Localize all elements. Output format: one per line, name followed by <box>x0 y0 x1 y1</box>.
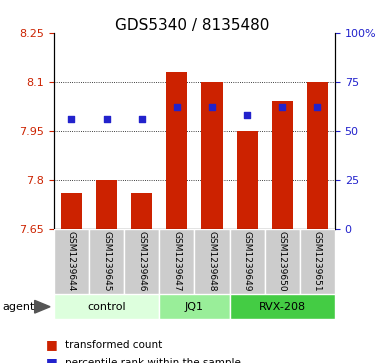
Bar <box>201 82 223 229</box>
Bar <box>307 82 328 229</box>
Bar <box>264 229 300 294</box>
Bar <box>166 72 187 229</box>
Bar <box>229 294 335 319</box>
Text: agent: agent <box>2 302 34 312</box>
Text: GSM1239646: GSM1239646 <box>137 231 146 291</box>
Text: ■: ■ <box>46 338 58 351</box>
Bar <box>229 229 265 294</box>
Text: JQ1: JQ1 <box>185 302 204 312</box>
Text: GSM1239647: GSM1239647 <box>172 231 181 291</box>
Bar <box>124 229 159 294</box>
Text: GSM1239645: GSM1239645 <box>102 231 111 291</box>
Bar <box>61 193 82 229</box>
Bar <box>272 101 293 229</box>
Text: ■: ■ <box>46 356 58 363</box>
Text: GSM1239644: GSM1239644 <box>67 231 76 291</box>
Point <box>139 116 145 122</box>
Text: GSM1239651: GSM1239651 <box>313 231 322 292</box>
Text: GSM1239650: GSM1239650 <box>278 231 287 292</box>
Point <box>209 104 215 110</box>
Bar <box>131 193 152 229</box>
Bar <box>96 180 117 229</box>
Text: transformed count: transformed count <box>65 340 163 350</box>
Text: GDS5340 / 8135480: GDS5340 / 8135480 <box>116 18 270 33</box>
Point <box>69 116 75 122</box>
Text: percentile rank within the sample: percentile rank within the sample <box>65 358 241 363</box>
Bar <box>194 229 229 294</box>
Point <box>104 116 110 122</box>
Bar <box>54 294 159 319</box>
Polygon shape <box>35 301 50 313</box>
Bar <box>159 294 229 319</box>
Text: GSM1239648: GSM1239648 <box>208 231 216 291</box>
Text: RVX-208: RVX-208 <box>259 302 306 312</box>
Point <box>314 104 320 110</box>
Text: control: control <box>87 302 126 312</box>
Bar <box>54 229 89 294</box>
Bar <box>159 229 194 294</box>
Bar <box>89 229 124 294</box>
Point <box>174 104 180 110</box>
Text: GSM1239649: GSM1239649 <box>243 231 252 291</box>
Point <box>244 112 250 118</box>
Bar <box>300 229 335 294</box>
Bar <box>236 131 258 229</box>
Point <box>279 104 285 110</box>
